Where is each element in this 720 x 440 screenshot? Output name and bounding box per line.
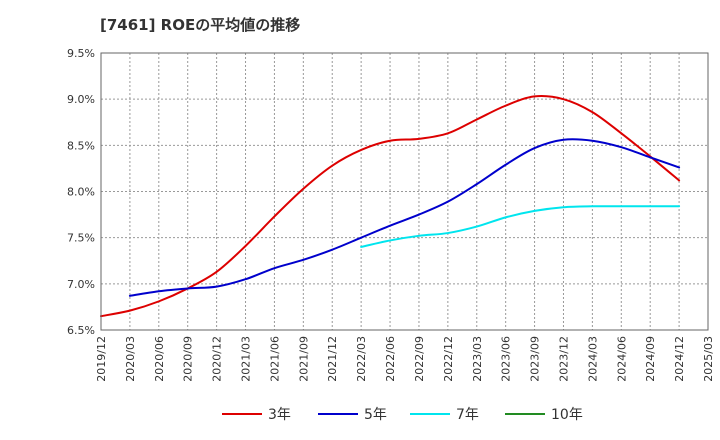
series-line-5年 xyxy=(128,138,681,297)
series-line-7年 xyxy=(360,205,681,248)
series-lines xyxy=(100,95,681,318)
legend-label-3年: 3年 xyxy=(268,407,291,423)
legend-label-7年: 7年 xyxy=(456,407,479,423)
y-tick-label: 8.0% xyxy=(67,186,95,199)
legend: 3年 5年 7年 10年 xyxy=(222,407,583,423)
x-tick-label: 2020/09 xyxy=(182,336,195,382)
x-tick-label: 2022/09 xyxy=(413,336,426,382)
x-tick-label: 2021/09 xyxy=(297,336,310,382)
y-tick-label: 9.5% xyxy=(67,47,95,60)
x-tick-label: 2020/06 xyxy=(153,336,166,382)
x-tick-label: 2021/03 xyxy=(240,336,253,382)
x-tick-label: 2024/09 xyxy=(644,336,657,382)
chart-title: [7461] ROEの平均値の推移 xyxy=(100,16,300,34)
x-tick-label: 2025/03 xyxy=(702,336,715,382)
x-tick-label: 2023/09 xyxy=(529,336,542,382)
legend-label-5年: 5年 xyxy=(364,407,387,423)
x-tick-label: 2024/03 xyxy=(586,336,599,382)
y-tick-label: 9.0% xyxy=(67,93,95,106)
x-tick-label: 2022/03 xyxy=(355,336,368,382)
x-tick-label: 2024/06 xyxy=(615,336,628,382)
x-tick-label: 2023/03 xyxy=(471,336,484,382)
plot-frame xyxy=(100,52,709,331)
grid xyxy=(100,52,709,331)
y-tick-label: 6.5% xyxy=(67,324,95,337)
x-tick-label: 2021/06 xyxy=(268,336,281,382)
x-tick-label: 2021/12 xyxy=(326,336,339,382)
y-tick-label: 7.0% xyxy=(67,278,95,291)
x-tick-label: 2020/12 xyxy=(211,336,224,382)
axes: 6.5% 7.0% 7.5% 8.0% 8.5% 9.0% 9.5% 2019/12 2020/… xyxy=(67,47,715,382)
y-tick-label: 8.5% xyxy=(67,139,95,152)
series-line-3年 xyxy=(100,95,681,318)
legend-label-10年: 10年 xyxy=(551,407,583,423)
x-tick-label: 2022/06 xyxy=(384,336,397,382)
x-tick-label: 2020/03 xyxy=(124,336,137,382)
x-tick-label: 2023/06 xyxy=(500,336,513,382)
x-tick-label: 2022/12 xyxy=(442,336,455,382)
x-tick-label: 2019/12 xyxy=(95,336,108,382)
y-tick-label: 7.5% xyxy=(67,232,95,245)
x-tick-label: 2023/12 xyxy=(557,336,570,382)
x-tick-label: 2024/12 xyxy=(673,336,686,382)
